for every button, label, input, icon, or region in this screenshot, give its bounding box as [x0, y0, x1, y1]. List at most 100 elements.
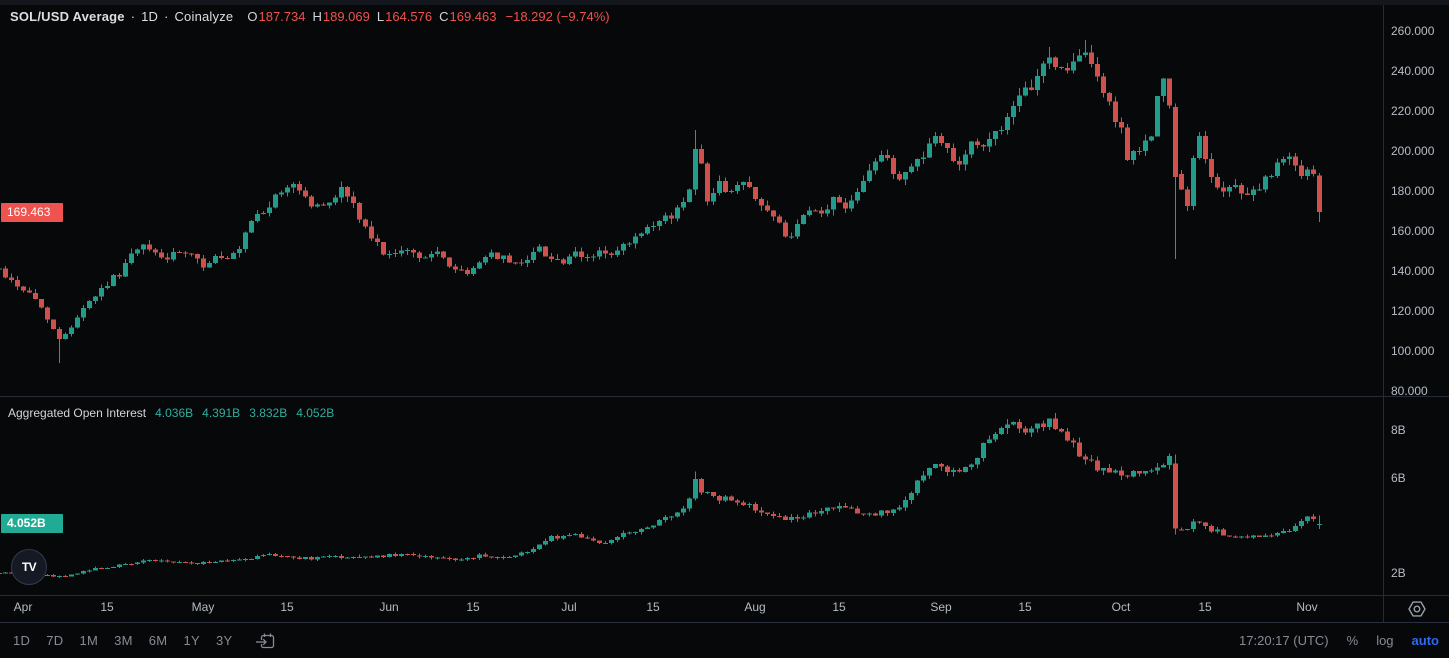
data-source-label[interactable]: Coinalyze — [174, 9, 234, 24]
price-candle — [117, 274, 122, 277]
price-candle — [1305, 169, 1310, 177]
oi-candle — [843, 505, 848, 508]
axis-settings-button[interactable] — [1384, 596, 1449, 622]
oi-candle — [201, 561, 206, 564]
range-button-7d[interactable]: 7D — [46, 633, 64, 648]
price-candle — [399, 250, 404, 254]
price-candle — [993, 131, 998, 139]
oi-candle — [405, 554, 410, 555]
oi-candle — [1221, 529, 1226, 536]
percent-scale-button[interactable]: % — [1346, 633, 1359, 648]
price-candle — [585, 256, 590, 258]
range-button-6m[interactable]: 6M — [148, 633, 168, 648]
oi-candle — [219, 560, 224, 563]
oi-candle — [1269, 535, 1274, 537]
price-candle — [783, 222, 788, 237]
price-candle — [231, 253, 236, 259]
price-candle — [507, 255, 512, 263]
oi-candle — [1101, 468, 1106, 471]
open-interest-legend: Aggregated Open Interest 4.036B 4.391B 3… — [8, 406, 334, 420]
price-candle — [867, 170, 872, 181]
price-candle — [1257, 189, 1262, 191]
log-scale-button[interactable]: log — [1376, 633, 1394, 648]
price-tick-label: 180.000 — [1391, 184, 1435, 198]
price-tick-label: 200.000 — [1391, 144, 1435, 158]
oi-candle — [327, 556, 332, 558]
price-candle — [1215, 177, 1220, 188]
oi-candle — [1077, 442, 1082, 457]
oi-candle — [651, 525, 656, 528]
oi-candle — [627, 532, 632, 534]
time-tick-label: Nov — [1296, 600, 1318, 614]
price-candle — [1011, 106, 1016, 117]
range-button-1d[interactable]: 1D — [13, 633, 31, 648]
oi-candle — [465, 558, 470, 560]
oi-candle — [609, 539, 614, 544]
oi-candle — [1095, 460, 1100, 471]
oi-candle — [849, 507, 854, 509]
price-candle — [495, 252, 500, 259]
price-candle — [1203, 136, 1208, 159]
ohlc-values: O 187.734 H 189.069 L 164.576 C 169.463 −18.… — [247, 9, 609, 24]
symbol-name[interactable]: SOL/USD Average — [10, 9, 125, 24]
price-candle — [1143, 140, 1148, 151]
auto-scale-button[interactable]: auto — [1411, 633, 1439, 648]
price-candle — [333, 197, 338, 203]
oi-candle — [507, 556, 512, 558]
oi-candle — [363, 556, 368, 558]
oi-candle — [657, 520, 662, 526]
price-candle — [15, 280, 20, 287]
price-candle — [1065, 68, 1070, 71]
oi-candle — [879, 510, 884, 516]
price-candle — [885, 155, 890, 159]
price-candle — [483, 257, 488, 263]
price-candle — [819, 210, 824, 214]
price-candle — [447, 257, 452, 267]
price-candle — [1281, 158, 1286, 163]
price-candle — [645, 227, 650, 234]
price-candle — [855, 192, 860, 201]
price-candle — [315, 204, 320, 207]
interval-label[interactable]: 1D — [141, 9, 159, 24]
oi-candle — [963, 467, 968, 472]
open-interest-title[interactable]: Aggregated Open Interest — [8, 406, 147, 420]
price-candle — [765, 205, 770, 211]
oi-candle — [315, 557, 320, 560]
oi-low-value: 3.832B — [249, 406, 288, 420]
price-candle — [543, 246, 548, 257]
price-candle — [1029, 87, 1034, 90]
price-candle — [33, 292, 38, 300]
price-candle — [135, 249, 140, 254]
range-button-3m[interactable]: 3M — [114, 633, 133, 648]
oi-candle — [1023, 428, 1028, 433]
time-axis-separator — [0, 595, 1449, 596]
price-candle — [435, 251, 440, 255]
oi-candle — [369, 556, 374, 558]
price-candle — [1125, 127, 1130, 161]
price-candle — [939, 136, 944, 143]
oi-candle — [1251, 535, 1256, 538]
price-candle — [1251, 189, 1256, 195]
oi-candle — [1161, 464, 1166, 468]
price-candle — [801, 215, 806, 224]
range-button-1m[interactable]: 1M — [79, 633, 99, 648]
oi-tick-label: 2B — [1391, 565, 1406, 580]
time-axis[interactable]: Apr 15 May 15 Jun 15 Jul 15 Aug 15 Sep 15 Oct 15 Nov — [0, 596, 1383, 622]
oi-candle — [567, 535, 572, 537]
oi-candle — [99, 567, 104, 569]
pane-separator[interactable] — [0, 396, 1449, 397]
price-candle — [549, 256, 554, 259]
oi-candle — [735, 500, 740, 503]
range-button-3y[interactable]: 3Y — [215, 633, 233, 648]
go-to-date-button[interactable] — [254, 631, 276, 651]
price-candle — [951, 148, 956, 162]
oi-candle — [633, 531, 638, 533]
price-candle — [411, 250, 416, 253]
price-candle — [381, 242, 386, 255]
oi-candle — [1311, 516, 1316, 519]
oi-candle — [729, 496, 734, 501]
oi-candle — [1149, 470, 1154, 472]
range-button-1y[interactable]: 1Y — [183, 633, 200, 648]
oi-candle — [321, 556, 326, 558]
